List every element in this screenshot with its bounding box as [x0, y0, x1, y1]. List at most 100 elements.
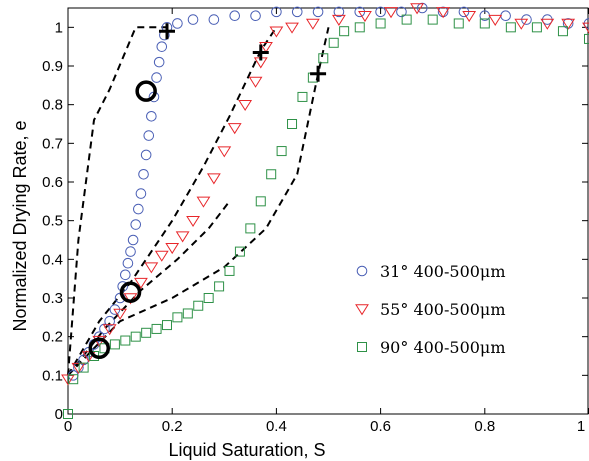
- data-point: [104, 315, 115, 327]
- data-point: [81, 351, 96, 363]
- data-point: [229, 10, 241, 22]
- data-point: [182, 308, 193, 319]
- data-point: [384, 7, 398, 19]
- data-point: [156, 41, 168, 52]
- data-point: [540, 18, 555, 30]
- data-point: [318, 53, 329, 64]
- data-point: [109, 339, 120, 350]
- y-tick-label: 1: [55, 19, 63, 36]
- data-point: [130, 331, 141, 342]
- data-point: [561, 18, 576, 30]
- data-point: [514, 18, 529, 30]
- data-point: [120, 335, 131, 346]
- transition-cross-marker: [310, 65, 327, 82]
- y-tick-label: 0.7: [42, 135, 63, 152]
- data-point: [102, 324, 117, 336]
- data-point: [78, 362, 89, 373]
- data-point: [276, 146, 287, 157]
- data-point: [358, 11, 372, 23]
- data-point: [133, 203, 144, 215]
- data-point: [328, 37, 339, 48]
- x-tick-label: 1: [577, 418, 585, 435]
- data-point: [172, 312, 183, 323]
- data-point: [375, 18, 386, 29]
- transition-cross-marker: [158, 23, 175, 40]
- data-point: [266, 169, 277, 180]
- data-point: [269, 26, 284, 38]
- data-point: [175, 231, 190, 243]
- data-point: [144, 262, 159, 274]
- x-axis-label: Liquid Saturation, S: [168, 440, 325, 460]
- data-point: [410, 3, 424, 15]
- data-point: [217, 146, 232, 158]
- data-point: [123, 293, 138, 305]
- data-point: [99, 323, 110, 335]
- data-point: [375, 6, 386, 18]
- transition-circle-marker: [88, 337, 111, 360]
- model-curve: [67, 26, 278, 376]
- data-point: [165, 243, 180, 255]
- data-point: [196, 196, 211, 208]
- data-point: [193, 300, 204, 311]
- data-point: [120, 269, 131, 281]
- x-tick-label: 0.4: [266, 418, 287, 435]
- data-point: [63, 409, 73, 419]
- data-point: [130, 219, 142, 230]
- data-point: [339, 26, 350, 37]
- data-point: [291, 6, 303, 18]
- data-point: [208, 14, 220, 25]
- y-tick-label: 0.9: [42, 58, 63, 75]
- data-point: [250, 10, 261, 22]
- data-point: [127, 234, 139, 246]
- data-point: [138, 168, 149, 180]
- data-point: [354, 22, 365, 33]
- data-point: [151, 323, 162, 334]
- data-point: [154, 250, 169, 262]
- data-point: [312, 6, 324, 18]
- data-point: [151, 72, 162, 83]
- y-tick-label: 0.1: [42, 367, 63, 384]
- data-point: [146, 110, 157, 122]
- data-point: [557, 26, 568, 37]
- legend-label: 90° 400-500μm: [380, 338, 506, 357]
- data-point: [287, 119, 298, 129]
- data-point: [234, 246, 245, 257]
- data-point: [113, 308, 128, 320]
- y-tick-label: 0.6: [42, 174, 63, 191]
- data-point: [206, 173, 221, 185]
- data-point: [68, 374, 79, 385]
- legend-entry: 90° 400-500μm: [357, 338, 506, 357]
- data-point: [255, 196, 266, 207]
- data-point: [333, 6, 345, 18]
- series-3: [63, 14, 589, 419]
- data-point: [248, 76, 263, 88]
- y-axis-label: Normalized Drying Rate, e: [10, 120, 30, 331]
- data-point: [332, 14, 346, 26]
- data-point: [436, 7, 451, 19]
- axis-ticks: 0 0.2 0.4 0.6 0.8 1 0 0.1 0.2 0.3 0.4 0.5 0.6 0.7 0.8 0…: [42, 8, 589, 435]
- data-point: [141, 327, 152, 338]
- legend-label: 55° 400-500μm: [380, 300, 506, 319]
- data-point: [161, 320, 172, 331]
- data-point: [416, 2, 428, 14]
- data-markers: [61, 2, 589, 419]
- data-point: [134, 277, 148, 289]
- legend: 31° 400-500μm 55° 400-500μm 90° 400-500μm: [355, 262, 506, 357]
- data-point: [153, 56, 165, 68]
- data-point: [245, 223, 256, 234]
- data-point: [172, 18, 183, 29]
- data-point: [271, 6, 282, 18]
- legend-marker: [356, 265, 368, 277]
- data-point: [135, 188, 147, 199]
- model-curve: [67, 26, 167, 376]
- data-point: [203, 293, 214, 303]
- data-point: [140, 149, 152, 161]
- y-tick-label: 0.2: [42, 329, 63, 346]
- legend-marker: [355, 304, 369, 316]
- data-point: [505, 22, 516, 33]
- y-tick-label: 0: [55, 406, 63, 423]
- legend-entry: 31° 400-500μm: [356, 262, 506, 281]
- data-point: [238, 99, 253, 112]
- legend-marker: [357, 342, 367, 352]
